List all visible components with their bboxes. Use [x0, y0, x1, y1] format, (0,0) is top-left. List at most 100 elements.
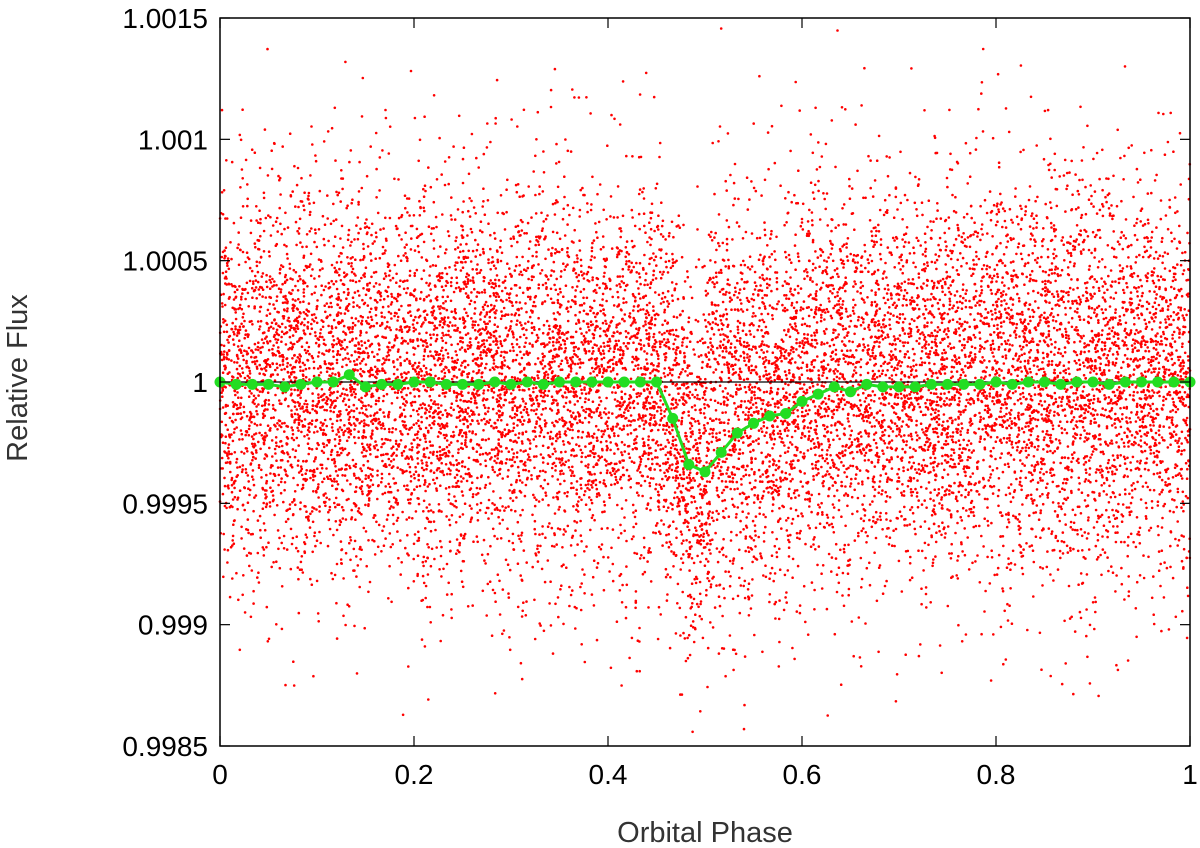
- raw-data-point: [713, 192, 716, 196]
- raw-data-point: [394, 439, 398, 443]
- raw-data-point: [619, 229, 623, 233]
- raw-data-point: [482, 279, 486, 283]
- raw-data-point: [1099, 450, 1103, 454]
- raw-data-point: [443, 251, 447, 255]
- raw-data-point: [1055, 204, 1059, 208]
- raw-data-point: [471, 359, 475, 363]
- raw-data-point: [781, 284, 785, 288]
- raw-data-point: [416, 344, 420, 348]
- raw-data-point: [1069, 549, 1072, 552]
- raw-data-point: [962, 296, 965, 300]
- raw-data-point: [747, 512, 750, 515]
- raw-data-point: [374, 257, 378, 261]
- raw-data-point: [358, 511, 362, 515]
- raw-data-point: [471, 249, 475, 253]
- raw-data-point: [721, 614, 724, 618]
- raw-data-point: [936, 494, 939, 497]
- raw-data-point: [562, 528, 566, 531]
- raw-data-point: [1112, 297, 1116, 300]
- raw-data-point: [989, 484, 992, 488]
- raw-data-point: [886, 283, 890, 287]
- raw-data-point: [1086, 235, 1090, 238]
- raw-data-point: [406, 259, 409, 263]
- raw-data-point: [1039, 479, 1042, 482]
- raw-data-point: [593, 299, 596, 303]
- raw-data-point: [738, 492, 742, 496]
- raw-data-point: [474, 433, 478, 436]
- raw-data-point: [360, 396, 363, 400]
- raw-data-point: [291, 448, 295, 451]
- raw-data-point: [487, 437, 491, 441]
- raw-data-point: [757, 429, 761, 432]
- raw-data-point: [268, 501, 272, 504]
- raw-data-point: [720, 327, 724, 331]
- raw-data-point: [1049, 201, 1052, 204]
- raw-data-point: [501, 505, 504, 508]
- raw-data-point: [842, 547, 846, 551]
- raw-data-point: [499, 340, 502, 343]
- raw-data-point: [296, 289, 300, 292]
- raw-data-point: [630, 239, 634, 243]
- raw-data-point: [267, 329, 270, 332]
- raw-data-point: [543, 580, 547, 584]
- raw-data-point: [1024, 338, 1027, 341]
- raw-data-point: [466, 605, 470, 608]
- raw-data-point: [1135, 635, 1138, 639]
- raw-data-point: [1163, 502, 1167, 506]
- raw-data-point: [1022, 148, 1025, 152]
- raw-data-point: [248, 424, 251, 428]
- raw-data-point: [484, 511, 488, 515]
- raw-data-point: [614, 478, 618, 482]
- raw-data-point: [915, 325, 919, 329]
- raw-data-point: [1096, 533, 1100, 536]
- raw-data-point: [1061, 552, 1065, 555]
- raw-data-point: [1174, 433, 1178, 436]
- raw-data-point: [752, 122, 755, 125]
- raw-data-point: [942, 348, 946, 352]
- raw-data-point: [483, 315, 487, 318]
- raw-data-point: [718, 458, 721, 461]
- raw-data-point: [483, 320, 486, 324]
- raw-data-point: [926, 264, 929, 268]
- raw-data-point: [943, 372, 947, 375]
- raw-data-point: [837, 499, 841, 502]
- raw-data-point: [654, 524, 658, 527]
- raw-data-point: [790, 443, 794, 446]
- raw-data-point: [873, 488, 877, 491]
- raw-data-point: [286, 307, 289, 310]
- raw-data-point: [288, 503, 292, 506]
- raw-data-point: [566, 246, 569, 250]
- raw-data-point: [620, 507, 624, 510]
- raw-data-point: [396, 530, 399, 533]
- raw-data-point: [742, 356, 746, 360]
- raw-data-point: [993, 359, 997, 363]
- raw-data-point: [877, 319, 880, 323]
- raw-data-point: [701, 337, 704, 341]
- raw-data-point: [1084, 403, 1088, 407]
- raw-data-point: [629, 432, 633, 435]
- raw-data-point: [305, 536, 309, 539]
- raw-data-point: [845, 310, 848, 313]
- raw-data-point: [760, 289, 764, 293]
- raw-data-point: [1070, 460, 1073, 464]
- raw-data-point: [402, 317, 405, 320]
- raw-data-point: [845, 242, 848, 245]
- raw-data-point: [406, 533, 409, 537]
- raw-data-point: [867, 270, 870, 274]
- raw-data-point: [454, 324, 457, 327]
- raw-data-point: [1162, 403, 1165, 407]
- raw-data-point: [417, 419, 420, 423]
- raw-data-point: [823, 332, 827, 335]
- raw-data-point: [1024, 446, 1028, 449]
- raw-data-point: [859, 286, 862, 290]
- raw-data-point: [995, 467, 999, 470]
- raw-data-point: [677, 482, 681, 486]
- raw-data-point: [602, 275, 606, 278]
- raw-data-point: [245, 251, 249, 254]
- raw-data-point: [908, 403, 912, 407]
- raw-data-point: [889, 312, 892, 316]
- raw-data-point: [1004, 226, 1008, 229]
- raw-data-point: [888, 376, 891, 380]
- raw-data-point: [556, 408, 560, 412]
- raw-data-point: [684, 615, 688, 619]
